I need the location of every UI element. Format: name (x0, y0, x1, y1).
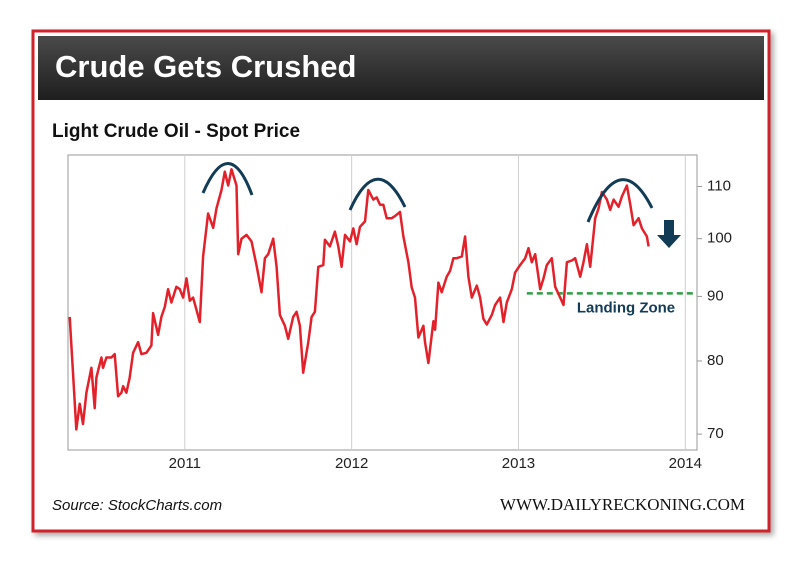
y-tick-label: 80 (707, 352, 724, 369)
reference-label: Landing Zone (577, 299, 675, 316)
y-tick-label: 100 (707, 230, 732, 247)
annotations (201, 162, 654, 223)
header-title: Crude Gets Crushed (55, 49, 356, 84)
frame (31, 29, 771, 533)
source: Source: StockCharts.com (52, 497, 222, 514)
down-arrow (657, 220, 681, 248)
y-tick-label: 90 (707, 287, 724, 304)
header-bar (38, 36, 764, 100)
website: WWW.DAILYRECKONING.COM (500, 495, 745, 514)
peak-arc (201, 162, 254, 196)
y-tick-label: 70 (707, 425, 724, 442)
plot-frame (67, 154, 698, 451)
x-tick-label: 2012 (335, 455, 368, 472)
x-tick-label: 2013 (502, 455, 535, 472)
y-tick-label: 110 (707, 177, 731, 194)
x-tick-label: 2011 (169, 455, 201, 472)
peak-arc (348, 177, 407, 211)
x-tick-label: 2014 (669, 455, 702, 472)
price-line (68, 168, 650, 431)
chart-title: Light Crude Oil - Spot Price (52, 121, 300, 142)
peak-arc (586, 178, 654, 223)
